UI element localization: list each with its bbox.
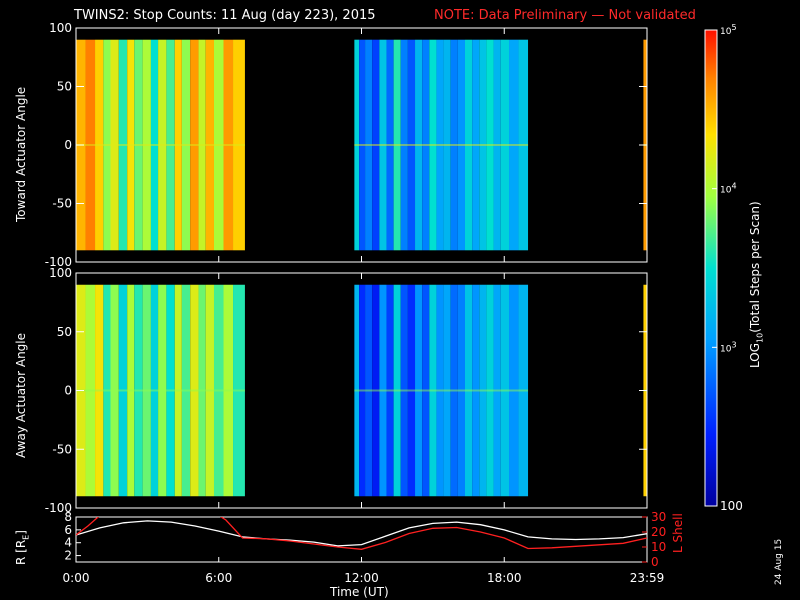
orbit-x-tick-label: 18:00: [487, 571, 522, 585]
lshell-line: [76, 517, 647, 550]
footer-date: 24 Aug 15: [774, 538, 784, 585]
colorbar: 105 104 103 100: [704, 23, 743, 513]
y-tick-label: 100: [49, 266, 72, 280]
y-tick-label: -50: [52, 197, 72, 211]
toward-ylabel: Toward Actuator Angle: [14, 86, 28, 222]
radius-line: [76, 520, 647, 547]
colorbar-tick-label: 103: [720, 340, 737, 354]
lshell-ylabel: L Shell: [671, 513, 685, 553]
orbit-x-tick-label: 12:00: [344, 571, 379, 585]
y-tick-label: -50: [52, 442, 72, 456]
colorbar-gradient: [704, 29, 718, 507]
away-ylabel: Away Actuator Angle: [14, 332, 28, 458]
y-tick-label: 0: [64, 384, 72, 398]
y-tick-label: 100: [49, 21, 72, 35]
lshell-tick-label: 0: [651, 555, 659, 569]
heatmap-panel-toward: 100 50 0 -50 -100: [45, 21, 648, 269]
page-title: TWINS2: Stop Counts: 11 Aug (day 223), 2…: [74, 8, 376, 23]
colorbar-tick-label: 105: [720, 23, 737, 37]
orbit-y-tick-label: 4: [64, 536, 72, 550]
colorbar-label: LOG10(Total Steps per Scan): [748, 201, 765, 368]
orbit-x-tick-label: 0:00: [63, 571, 90, 585]
lshell-tick-label: 30: [651, 510, 666, 524]
preliminary-note: NOTE: Data Preliminary — Not validated: [434, 8, 696, 23]
y-tick-label: -100: [45, 255, 72, 269]
y-tick-label: -100: [45, 501, 72, 515]
orbit-y-tick-label: 6: [64, 523, 72, 537]
y-tick-label: 0: [64, 138, 72, 152]
orbit-x-tick-label: 6:00: [205, 571, 232, 585]
colorbar-tick-label: 104: [720, 182, 737, 196]
y-tick-label: 50: [57, 80, 72, 94]
colorbar-tick-label: 100: [720, 499, 743, 513]
orbit-xlabel: Time (UT): [330, 585, 389, 599]
lshell-tick-label: 20: [651, 525, 666, 539]
lshell-tick-label: 10: [651, 540, 666, 554]
orbit-y-tick-label: 8: [64, 510, 72, 524]
orbit-x-tick-label: 23:59: [630, 571, 665, 585]
orbit-y-tick-label: 2: [64, 549, 72, 563]
y-tick-label: 50: [57, 325, 72, 339]
orbit-ylabel: R [RE]: [14, 530, 31, 565]
heatmap-panel-away: 100 50 0 -50 -100: [45, 266, 648, 515]
